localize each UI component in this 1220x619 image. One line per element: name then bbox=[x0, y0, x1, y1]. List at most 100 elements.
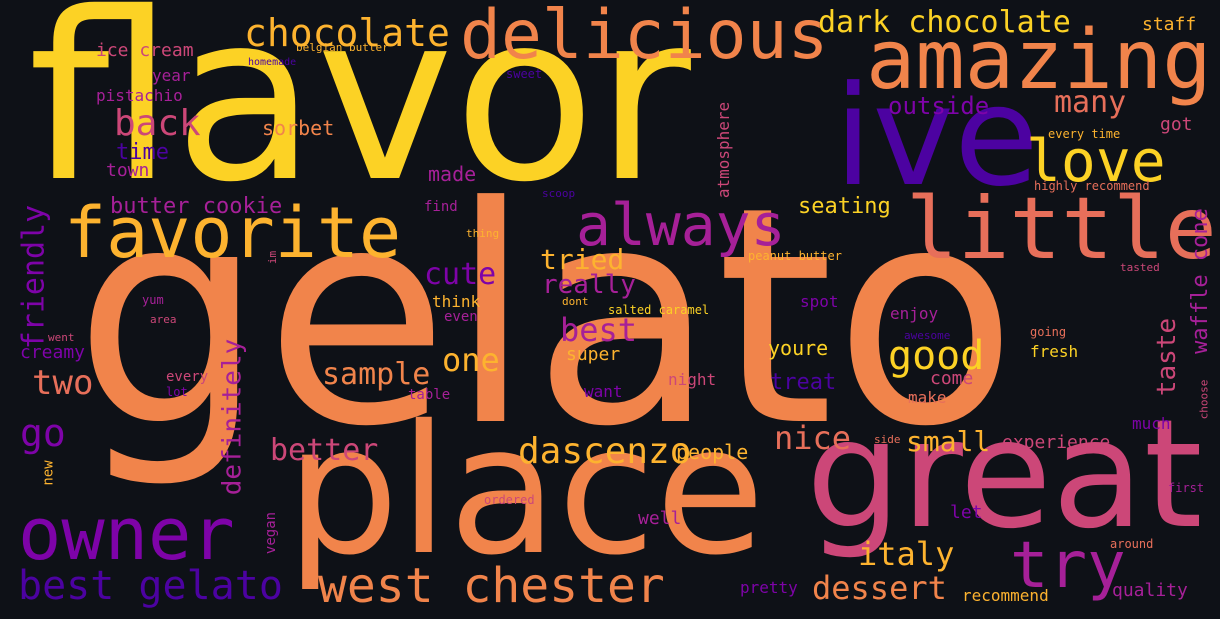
word-place: place bbox=[286, 387, 765, 594]
word-dont: dont bbox=[562, 295, 589, 308]
word-every-time: every time bbox=[1048, 127, 1121, 141]
word-friendly: friendly bbox=[16, 204, 52, 350]
word-dark-chocolate: dark chocolate bbox=[818, 5, 1071, 40]
word-ordered: ordered bbox=[484, 493, 535, 507]
word-tried: tried bbox=[540, 243, 625, 276]
word-creamy: creamy bbox=[20, 342, 86, 363]
word-salted-caramel: salted caramel bbox=[608, 303, 710, 317]
word-fresh: fresh bbox=[1030, 342, 1079, 361]
word-outside: outside bbox=[888, 92, 990, 120]
word-tasted: tasted bbox=[1120, 261, 1160, 274]
word-went: went bbox=[48, 331, 75, 344]
word-two: two bbox=[32, 363, 94, 403]
word-come: come bbox=[930, 368, 974, 389]
word-great: great bbox=[806, 388, 1203, 562]
word-waffle-cone: waffle cone bbox=[1187, 208, 1213, 354]
word-well: well bbox=[638, 508, 682, 529]
word-gelato: gelato bbox=[74, 143, 1018, 492]
word-town: town bbox=[106, 160, 150, 181]
word-pretty: pretty bbox=[740, 578, 798, 597]
word-around: around bbox=[1110, 537, 1154, 551]
word-italy: italy bbox=[858, 535, 955, 573]
word-definitely: definitely bbox=[217, 338, 248, 496]
word-think: think bbox=[432, 292, 481, 311]
word-ive: ive bbox=[834, 56, 1039, 217]
word-treat: treat bbox=[770, 370, 837, 395]
word-area: area bbox=[150, 313, 177, 326]
word-really: really bbox=[542, 270, 636, 300]
word-new: new bbox=[40, 460, 57, 486]
word-im: im bbox=[266, 250, 280, 265]
word-let: let bbox=[950, 502, 983, 523]
word-atmosphere: atmosphere bbox=[714, 101, 734, 199]
word-night: night bbox=[668, 370, 717, 389]
word-one: one bbox=[442, 341, 500, 379]
word-awesome: awesome bbox=[904, 329, 951, 342]
word-owner: owner bbox=[18, 492, 235, 576]
word-amazing: amazing bbox=[866, 13, 1212, 108]
word-yum: yum bbox=[142, 293, 164, 307]
word-delicious: delicious bbox=[460, 0, 829, 75]
word-super: super bbox=[566, 344, 621, 365]
word-pistachio: pistachio bbox=[96, 86, 183, 105]
word-flavor: flavor bbox=[28, 0, 691, 233]
word-every: every bbox=[166, 369, 209, 385]
word-sweet: sweet bbox=[506, 67, 543, 81]
word-love: love bbox=[1026, 127, 1166, 195]
word-homemade: homemade bbox=[248, 57, 297, 68]
word-staff: staff bbox=[1142, 14, 1197, 35]
word-favorite: favorite bbox=[64, 192, 402, 274]
word-scoop: scoop bbox=[542, 187, 576, 200]
word-small: small bbox=[906, 425, 991, 458]
word-try: try bbox=[1010, 529, 1126, 603]
word-go: go bbox=[20, 411, 66, 455]
word-year: year bbox=[152, 66, 191, 85]
word-cute: cute bbox=[424, 257, 497, 292]
word-butter-cookie: butter cookie bbox=[110, 194, 283, 219]
word-nice: nice bbox=[774, 419, 852, 457]
word-little: little bbox=[906, 179, 1217, 279]
word-good: good bbox=[888, 333, 985, 379]
word-ice-cream: ice cream bbox=[96, 40, 194, 61]
word-table: table bbox=[408, 387, 451, 403]
word-find: find bbox=[424, 199, 458, 215]
word-make: make bbox=[908, 388, 947, 407]
word-experience: experience bbox=[1002, 432, 1111, 453]
word-taste: taste bbox=[1152, 317, 1183, 397]
word-spot: spot bbox=[800, 292, 839, 311]
word-even: even bbox=[444, 309, 478, 325]
word-going: going bbox=[1030, 325, 1067, 339]
word-much: much bbox=[1132, 414, 1171, 433]
word-sorbet: sorbet bbox=[262, 116, 335, 140]
word-want: want bbox=[584, 382, 623, 401]
word-dessert: dessert bbox=[812, 569, 947, 607]
word-chocolate: chocolate bbox=[244, 11, 450, 55]
word-people: people bbox=[676, 440, 749, 464]
word-quality: quality bbox=[1112, 580, 1188, 601]
word-lot: lot bbox=[166, 385, 188, 399]
word-seating: seating bbox=[798, 194, 891, 219]
word-recommend: recommend bbox=[962, 586, 1049, 605]
word-enjoy: enjoy bbox=[890, 304, 939, 323]
word-first: first bbox=[1168, 481, 1205, 495]
word-west-chester: west chester bbox=[318, 558, 665, 614]
word-best: best bbox=[560, 311, 638, 349]
word-highly-recommend: highly recommend bbox=[1034, 179, 1150, 193]
word-thing: thing bbox=[466, 227, 500, 240]
word-belgian-butter: belgian butter bbox=[296, 41, 389, 54]
word-sample: sample bbox=[322, 357, 431, 392]
word-made: made bbox=[428, 162, 477, 186]
word-always: always bbox=[576, 191, 786, 259]
word-dascenzo: dascenzo bbox=[518, 431, 692, 472]
word-better: better bbox=[270, 433, 379, 468]
word-back: back bbox=[114, 103, 201, 144]
word-side: side bbox=[874, 433, 901, 446]
word-time: time bbox=[116, 140, 169, 165]
word-best-gelato: best gelato bbox=[18, 563, 283, 609]
word-vegan: vegan bbox=[263, 511, 280, 555]
word-got: got bbox=[1160, 114, 1193, 135]
word-peanut-butter: peanut butter bbox=[748, 249, 842, 263]
word-choose: choose bbox=[1197, 379, 1211, 420]
word-youre: youre bbox=[768, 336, 829, 360]
